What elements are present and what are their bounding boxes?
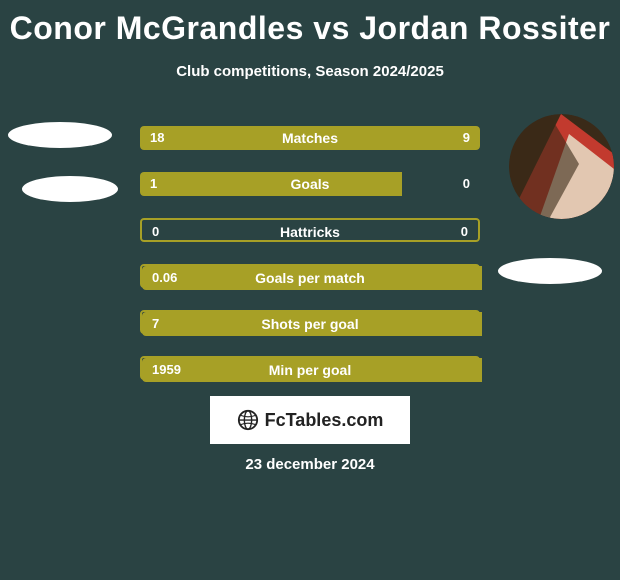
stat-label: Matches — [140, 126, 480, 150]
brand-label: FcTables.com — [265, 410, 384, 431]
date-label: 23 december 2024 — [0, 456, 620, 473]
stat-row: 10Goals — [140, 172, 480, 196]
decorative-oval — [22, 176, 118, 202]
globe-icon — [237, 409, 259, 431]
decorative-oval — [8, 122, 112, 148]
stat-label: Goals per match — [142, 266, 478, 290]
stat-row: 189Matches — [140, 126, 480, 150]
comparison-rows: 189Matches 10Goals 00Hattricks 0.06Goals pe… — [140, 126, 480, 402]
stat-label: Goals — [140, 172, 480, 196]
decorative-oval — [498, 258, 602, 284]
stat-label: Hattricks — [142, 220, 478, 244]
stat-row: 0.06Goals per match — [140, 264, 480, 288]
brand-box: FcTables.com — [210, 396, 410, 444]
page-subtitle: Club competitions, Season 2024/2025 — [0, 63, 620, 80]
stat-label: Shots per goal — [142, 312, 478, 336]
avatar-image — [509, 114, 614, 219]
player-right-avatar — [509, 114, 614, 219]
stat-label: Min per goal — [142, 358, 478, 382]
stat-row: 7Shots per goal — [140, 310, 480, 334]
stat-row: 00Hattricks — [140, 218, 480, 242]
page-title: Conor McGrandles vs Jordan Rossiter — [0, 0, 620, 47]
stat-row: 1959Min per goal — [140, 356, 480, 380]
